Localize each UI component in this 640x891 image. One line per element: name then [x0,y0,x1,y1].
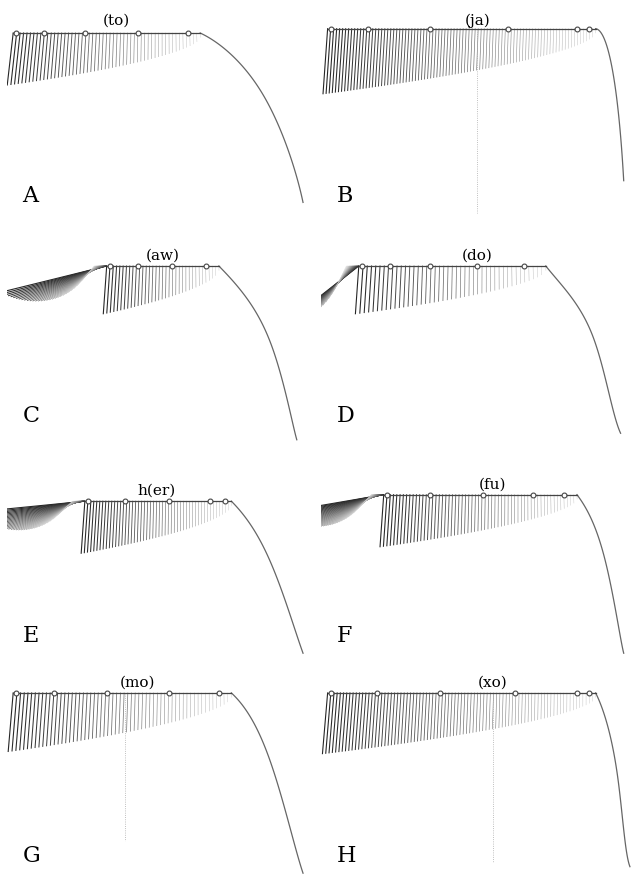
Text: D: D [337,405,355,427]
Text: B: B [337,184,353,207]
Text: H: H [337,845,356,867]
Text: (do): (do) [462,249,493,263]
Text: (to): (to) [102,13,130,28]
Text: (mo): (mo) [120,675,156,690]
Text: h(er): h(er) [138,484,175,498]
Text: C: C [22,405,40,427]
Text: F: F [337,625,353,647]
Text: G: G [22,845,40,867]
Text: (aw): (aw) [146,249,180,263]
Text: (ja): (ja) [465,13,490,28]
Text: A: A [22,184,38,207]
Text: E: E [22,625,39,647]
Text: (fu): (fu) [479,478,506,491]
Text: (xo): (xo) [478,675,508,690]
